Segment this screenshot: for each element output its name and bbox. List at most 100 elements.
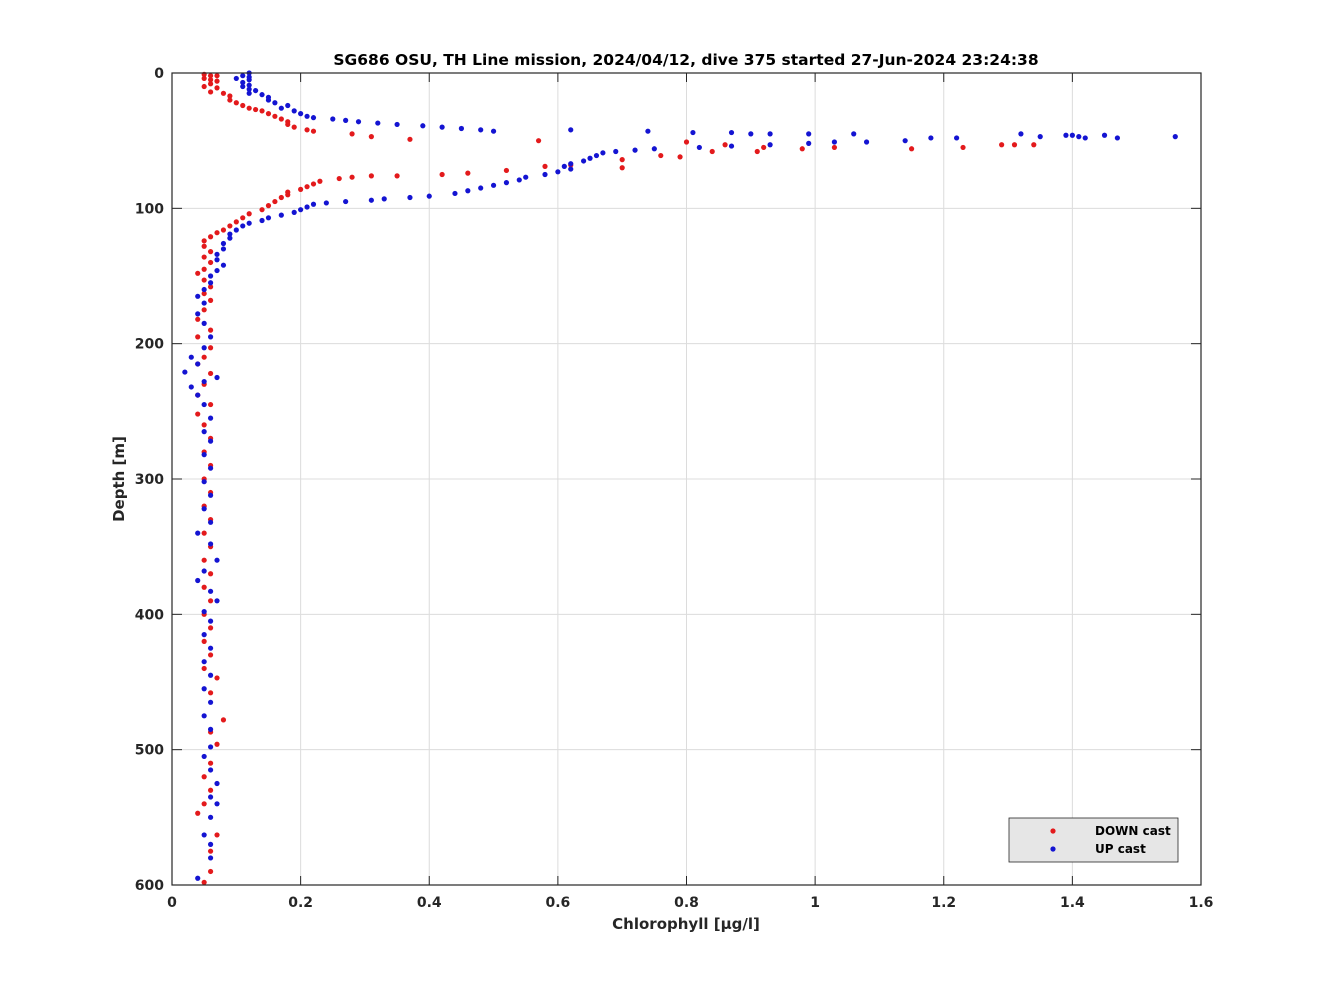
down-cast-point (207, 89, 214, 95)
down-cast-point (278, 116, 284, 122)
up-cast-point (207, 814, 214, 820)
up-cast-series (182, 70, 1178, 881)
up-cast-point (201, 300, 207, 306)
down-cast-point (207, 652, 214, 658)
down-cast-point (207, 868, 214, 875)
up-cast-point (1063, 132, 1069, 138)
down-cast-point (619, 157, 625, 163)
down-cast-point (201, 584, 207, 590)
up-cast-point (304, 204, 310, 210)
up-cast-point (568, 166, 574, 172)
y-axis-label: Depth [m] (110, 436, 128, 522)
down-cast-point (201, 422, 207, 428)
up-cast-point (201, 452, 207, 458)
down-cast-point (722, 142, 728, 148)
up-cast-point (201, 345, 207, 351)
up-cast-point (265, 215, 272, 221)
up-cast-point (233, 75, 239, 82)
up-cast-point (214, 801, 220, 807)
up-cast-point (458, 125, 465, 132)
legend-up-cast-marker (1050, 846, 1056, 852)
up-cast-point (201, 286, 207, 293)
up-cast-point (304, 113, 310, 119)
up-cast-point (632, 147, 638, 153)
up-cast-point (407, 194, 413, 201)
x-axis-label: Chlorophyll [μg/l] (612, 915, 760, 933)
up-cast-point (902, 138, 908, 144)
up-cast-point (343, 117, 349, 123)
up-cast-point (233, 227, 239, 233)
up-cast-point (207, 744, 214, 750)
down-cast-point (195, 316, 201, 322)
axis-ticks (171, 72, 1202, 886)
up-cast-point (523, 174, 529, 180)
up-cast-point (207, 618, 214, 624)
down-cast-point (304, 184, 310, 190)
up-cast-point (863, 139, 870, 145)
up-cast-point (323, 200, 329, 206)
up-cast-point (207, 588, 214, 594)
up-cast-point (207, 280, 214, 286)
down-cast-point (207, 760, 214, 766)
up-cast-point (201, 632, 207, 638)
down-cast-point (207, 327, 214, 333)
down-cast-point (201, 277, 207, 283)
up-cast-point (214, 374, 220, 381)
down-cast-point (683, 139, 690, 145)
down-cast-point (272, 198, 278, 205)
down-cast-point (195, 810, 201, 816)
down-cast-point (201, 238, 207, 244)
down-cast-point (207, 297, 214, 303)
up-cast-point (201, 609, 207, 615)
down-cast-point (214, 78, 220, 84)
up-cast-point (246, 220, 252, 226)
up-cast-point (207, 699, 214, 705)
down-cast-point (201, 290, 207, 297)
down-cast-point (233, 219, 239, 225)
up-cast-point (201, 378, 207, 385)
up-cast-point (728, 129, 735, 136)
up-cast-point (201, 429, 207, 435)
up-cast-point (195, 392, 201, 398)
down-cast-point (310, 128, 317, 134)
down-cast-point (207, 625, 214, 631)
up-cast-point (201, 320, 207, 326)
down-cast-point (201, 254, 207, 260)
y-tick-label: 100 (135, 201, 164, 217)
down-cast-point (207, 848, 214, 854)
down-cast-point (831, 144, 838, 151)
down-cast-point (246, 105, 252, 111)
up-cast-point (928, 135, 934, 141)
up-cast-point (490, 128, 497, 134)
down-cast-point (259, 207, 265, 213)
up-cast-point (214, 780, 220, 787)
up-cast-point (1076, 134, 1082, 140)
down-cast-point (542, 163, 548, 169)
up-cast-point (1069, 132, 1075, 138)
down-cast-point (272, 113, 278, 119)
up-cast-point (259, 217, 265, 224)
down-cast-point (960, 144, 966, 151)
up-cast-point (1101, 132, 1108, 138)
up-cast-point (278, 212, 284, 218)
up-cast-point (195, 311, 201, 317)
up-cast-point (207, 841, 214, 848)
up-cast-point (561, 163, 567, 169)
up-cast-point (1082, 135, 1088, 141)
up-cast-point (207, 794, 214, 800)
up-cast-point (246, 77, 252, 83)
down-cast-point (201, 557, 207, 563)
up-cast-point (503, 180, 510, 186)
down-cast-point (317, 178, 323, 184)
x-tick-label: 1.6 (1189, 895, 1214, 911)
x-tick-label: 0.4 (417, 895, 442, 911)
down-cast-point (761, 144, 767, 151)
down-cast-point (220, 90, 227, 96)
down-cast-point (253, 106, 259, 113)
up-cast-point (201, 686, 207, 692)
down-cast-point (201, 83, 207, 90)
up-cast-point (240, 79, 246, 86)
x-tick-label: 1 (810, 895, 820, 911)
up-cast-point (207, 541, 214, 547)
up-cast-point (806, 131, 812, 137)
